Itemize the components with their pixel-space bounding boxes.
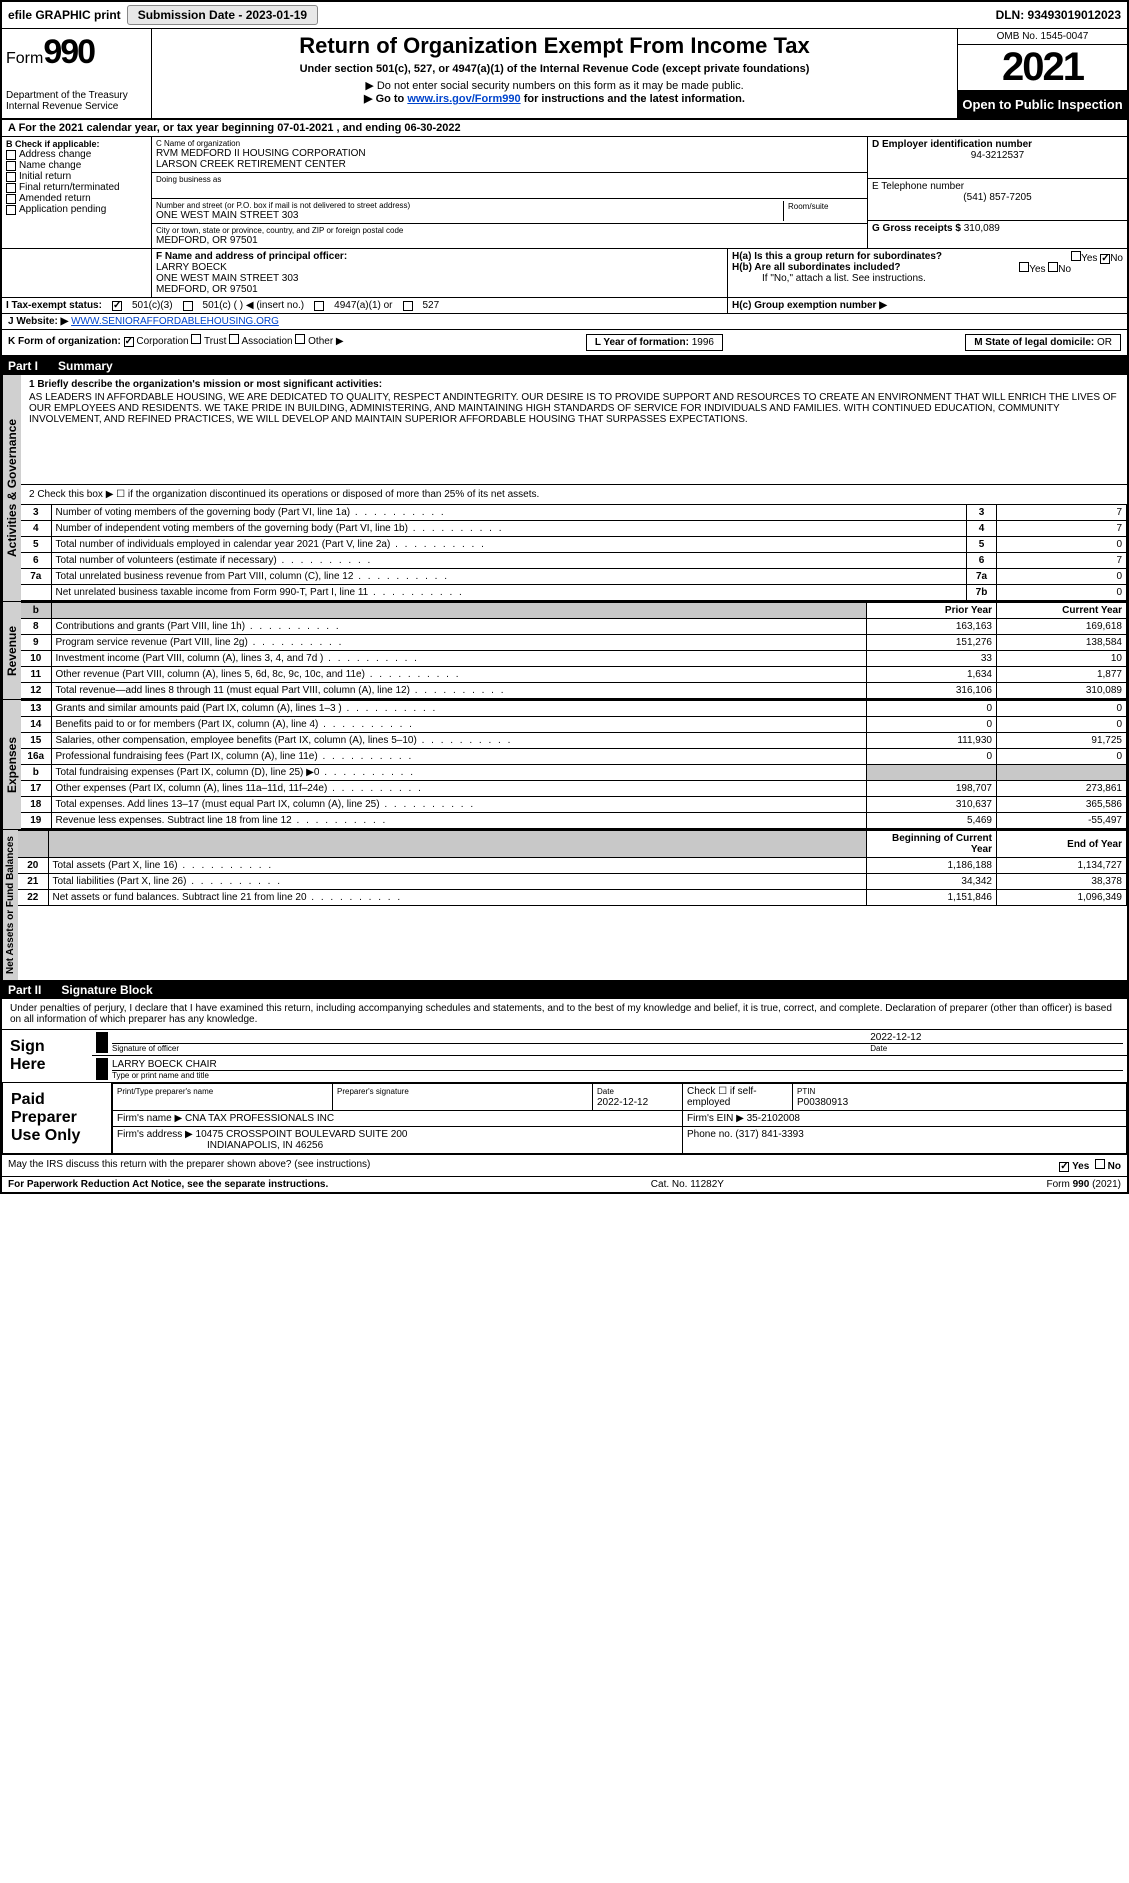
revenue-section: Revenue b Prior Year Current Year8 Contr… bbox=[2, 602, 1127, 700]
org-city: MEDFORD, OR 97501 bbox=[156, 235, 863, 246]
entity-block: B Check if applicable: Address change Na… bbox=[2, 137, 1127, 249]
website-link[interactable]: WWW.SENIORAFFORDABLEHOUSING.ORG bbox=[71, 316, 279, 327]
vert-revenue: Revenue bbox=[2, 602, 21, 699]
form-subtitle: Under section 501(c), 527, or 4947(a)(1)… bbox=[160, 63, 949, 75]
org-name-2: LARSON CREEK RETIREMENT CENTER bbox=[156, 159, 863, 170]
form-number: Form990 bbox=[6, 33, 147, 72]
vert-governance: Activities & Governance bbox=[2, 375, 21, 601]
vert-expenses: Expenses bbox=[2, 700, 21, 829]
omb-number: OMB No. 1545-0047 bbox=[958, 29, 1127, 45]
tax-year: 2021 bbox=[958, 45, 1127, 91]
open-public-badge: Open to Public Inspection bbox=[958, 91, 1127, 118]
expenses-table: 13 Grants and similar amounts paid (Part… bbox=[21, 700, 1127, 829]
firm-name: CNA TAX PROFESSIONALS INC bbox=[185, 1113, 334, 1124]
vert-net-assets: Net Assets or Fund Balances bbox=[2, 830, 18, 980]
irs-link[interactable]: www.irs.gov/Form990 bbox=[407, 93, 520, 105]
firm-phone: (317) 841-3393 bbox=[735, 1129, 803, 1140]
signature-section: Under penalties of perjury, I declare th… bbox=[2, 999, 1127, 1176]
firm-address: 10475 CROSSPOINT BOULEVARD SUITE 200 bbox=[196, 1129, 408, 1140]
goto-note: ▶ Go to www.irs.gov/Form990 for instruct… bbox=[160, 92, 949, 105]
expenses-section: Expenses 13 Grants and similar amounts p… bbox=[2, 700, 1127, 830]
mission-text: AS LEADERS IN AFFORDABLE HOUSING, WE ARE… bbox=[29, 392, 1119, 425]
net-assets-section: Net Assets or Fund Balances Beginning of… bbox=[2, 830, 1127, 981]
officer-printed-name: LARRY BOECK CHAIR bbox=[112, 1059, 1123, 1070]
phone: (541) 857-7205 bbox=[872, 192, 1123, 203]
part2-header: Part II Signature Block bbox=[2, 981, 1127, 999]
discuss-row: May the IRS discuss this return with the… bbox=[2, 1154, 1127, 1176]
check-applicable: B Check if applicable: Address change Na… bbox=[2, 137, 152, 248]
form-container: efile GRAPHIC print Submission Date - 20… bbox=[0, 0, 1129, 1194]
tax-exempt-row: I Tax-exempt status: 501(c)(3) 501(c) ( … bbox=[2, 298, 1127, 314]
perjury-declaration: Under penalties of perjury, I declare th… bbox=[2, 999, 1127, 1030]
sign-here-label: Sign Here bbox=[2, 1030, 92, 1082]
footer: For Paperwork Reduction Act Notice, see … bbox=[2, 1176, 1127, 1192]
sig-date: 2022-12-12 bbox=[870, 1032, 1123, 1043]
officer-name: LARRY BOECK bbox=[156, 262, 227, 273]
part1-header: Part I Summary bbox=[2, 357, 1127, 375]
dln-label: DLN: 93493019012023 bbox=[996, 8, 1121, 22]
ein: 94-3212537 bbox=[872, 150, 1123, 161]
activities-governance-section: Activities & Governance 1 Briefly descri… bbox=[2, 375, 1127, 602]
form-title: Return of Organization Exempt From Incom… bbox=[160, 33, 949, 59]
dept-treasury: Department of the Treasury bbox=[6, 90, 147, 101]
form-org-row: K Form of organization: Corporation Trus… bbox=[2, 330, 1127, 357]
net-assets-table: Beginning of Current Year End of Year20 … bbox=[18, 830, 1127, 906]
revenue-table: b Prior Year Current Year8 Contributions… bbox=[21, 602, 1127, 699]
officer-group-block: F Name and address of principal officer:… bbox=[2, 249, 1127, 298]
form-header: Form990 Department of the Treasury Inter… bbox=[2, 29, 1127, 120]
irs-label: Internal Revenue Service bbox=[6, 101, 147, 112]
gross-receipts: 310,089 bbox=[964, 223, 1000, 234]
paid-preparer-label: Paid Preparer Use Only bbox=[2, 1083, 112, 1154]
governance-table: 3 Number of voting members of the govern… bbox=[21, 504, 1127, 601]
submission-date-button[interactable]: Submission Date - 2023-01-19 bbox=[127, 5, 318, 25]
ptin: P00380913 bbox=[797, 1097, 848, 1108]
website-row: J Website: ▶ WWW.SENIORAFFORDABLEHOUSING… bbox=[2, 314, 1127, 330]
ssn-note: ▶ Do not enter social security numbers o… bbox=[160, 79, 949, 92]
efile-label: efile GRAPHIC print bbox=[8, 8, 121, 22]
org-address: ONE WEST MAIN STREET 303 bbox=[156, 210, 783, 221]
firm-ein: 35-2102008 bbox=[747, 1113, 800, 1124]
org-name-1: RVM MEDFORD II HOUSING CORPORATION bbox=[156, 148, 863, 159]
paid-preparer-table: Print/Type preparer's name Preparer's si… bbox=[112, 1083, 1127, 1154]
top-bar: efile GRAPHIC print Submission Date - 20… bbox=[2, 2, 1127, 29]
tax-period-row: A For the 2021 calendar year, or tax yea… bbox=[2, 120, 1127, 137]
